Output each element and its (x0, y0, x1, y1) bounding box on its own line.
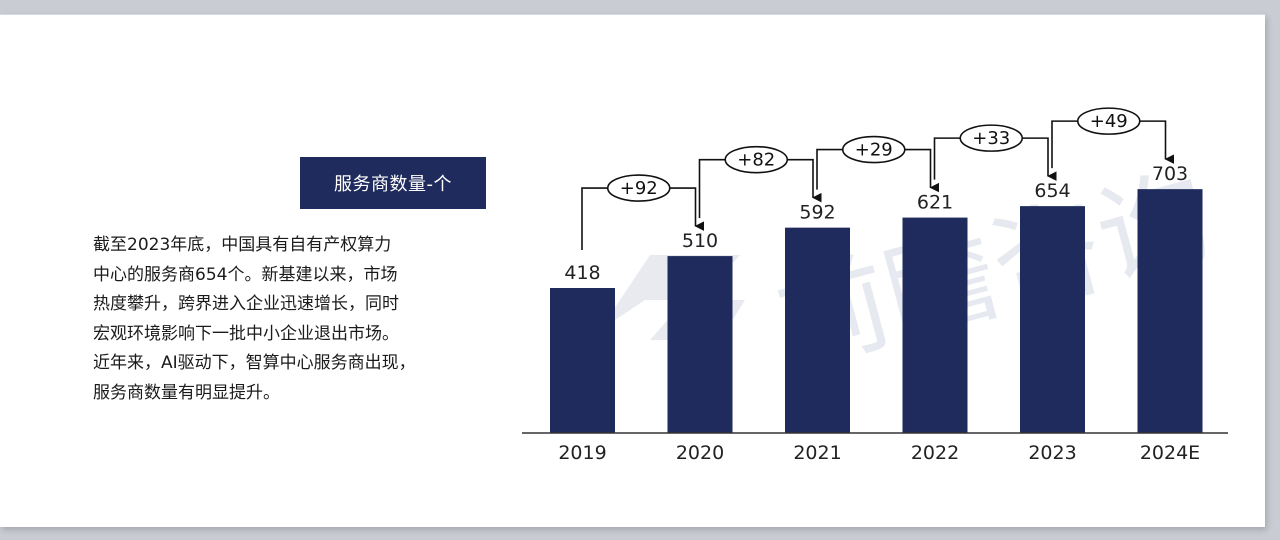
description-line: 宏观环境影响下一批中小企业退出市场。 (93, 323, 399, 344)
delta-bubble (841, 135, 906, 164)
delta-label: +33 (972, 128, 1010, 149)
delta-bubble (724, 145, 789, 174)
delta-annotation: +92 (581, 174, 705, 250)
bar-2024E (1137, 189, 1203, 433)
bar-value-label: 703 (1152, 163, 1188, 185)
delta-label: +49 (1090, 111, 1128, 132)
bar-2020 (667, 256, 733, 433)
x-tick-label: 2024E (1140, 442, 1200, 464)
description-line: 热度攀升，跨界进入企业迅速增长，同时 (93, 294, 399, 314)
description-line: 服务商数量有明显提升。 (93, 382, 280, 403)
chart-title-box: 服务商数量-个 (300, 157, 486, 209)
delta-label: +82 (737, 150, 775, 171)
x-tick-label: 2021 (793, 442, 841, 464)
delta-annotation: +82 (698, 145, 822, 219)
bar-2023 (1020, 206, 1085, 433)
bar-value-label: 621 (917, 192, 953, 214)
bar-2019 (550, 288, 615, 433)
delta-bubble (1076, 107, 1141, 135)
bar-value-label: 592 (799, 202, 835, 224)
description-line: 近年来，AI驱动下，智算中心服务商出现， (93, 353, 416, 373)
x-tick-label: 2020 (676, 442, 724, 464)
description-text: 截至2023年底，中国具有自有产权算力 中心的服务商654个。新基建以来，市场 … (93, 231, 493, 408)
bar-value-label: 654 (1034, 180, 1070, 202)
description-line: 中心的服务商654个。新基建以来，市场 (93, 264, 398, 285)
x-tick-label: 2023 (1028, 442, 1076, 464)
delta-bubble (959, 124, 1024, 152)
x-tick-label: 2022 (911, 442, 959, 464)
bar-2021 (785, 227, 850, 433)
delta-annotation: +49 (1051, 107, 1175, 169)
delta-annotation: +29 (816, 135, 940, 193)
bar-value-label: 510 (682, 230, 718, 252)
bar-value-label: 418 (564, 262, 600, 284)
delta-label: +92 (620, 178, 658, 199)
delta-bubble (606, 174, 671, 202)
description-line: 截至2023年底，中国具有自有产权算力 (93, 235, 392, 255)
delta-label: +29 (855, 140, 893, 161)
chart-title: 服务商数量-个 (334, 174, 452, 195)
bar-2022 (902, 217, 968, 433)
x-tick-label: 2019 (558, 442, 606, 464)
delta-annotation: +33 (933, 124, 1057, 181)
